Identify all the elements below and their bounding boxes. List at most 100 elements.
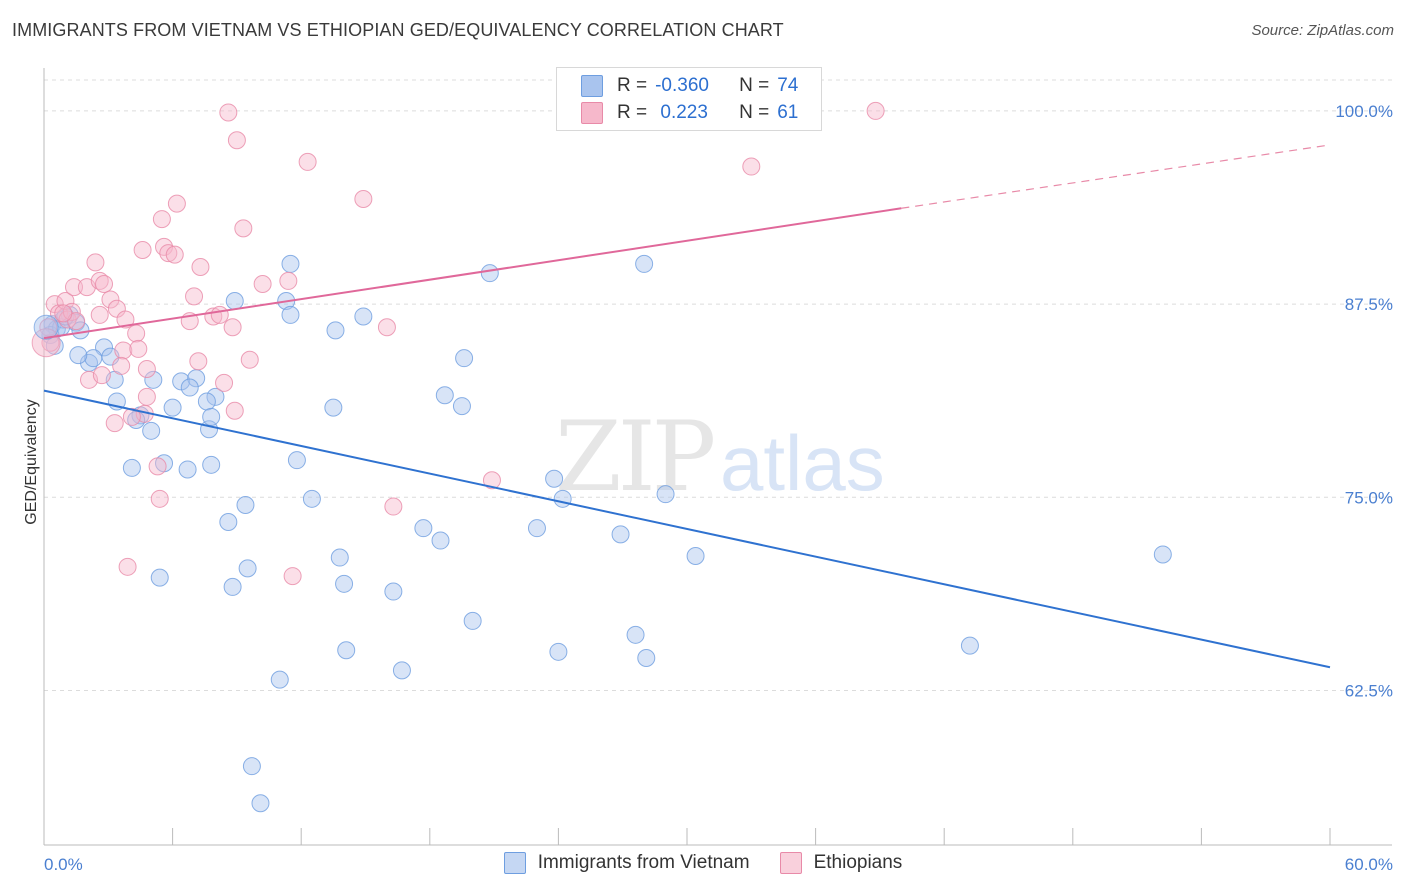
point-vietnam: [219, 513, 238, 531]
point-ethiopians: [165, 245, 184, 264]
point-ethiopians: [129, 339, 148, 358]
point-vietnam: [431, 531, 450, 550]
point-ethiopians: [191, 258, 210, 276]
point-ethiopians: [95, 275, 114, 293]
watermark: ZIP atlas: [555, 401, 885, 513]
point-ethiopians: [167, 194, 186, 213]
point-vietnam: [223, 577, 242, 596]
legend-r-label: R =: [617, 75, 648, 96]
point-ethiopians: [54, 304, 73, 323]
point-vietnam-cluster: [33, 314, 59, 340]
series-legend: Immigrants from Vietnam Ethiopians: [0, 852, 1406, 874]
point-vietnam: [686, 547, 705, 565]
point-vietnam: [238, 559, 257, 578]
point-vietnam: [236, 496, 255, 514]
y-tick-label: 87.5%: [1345, 295, 1393, 314]
point-ethiopians: [253, 275, 272, 293]
point-ethiopians: [210, 305, 229, 324]
point-vietnam: [527, 519, 546, 538]
point-ethiopians: [283, 567, 302, 586]
x-tick-label-end: 60.0%: [1345, 855, 1393, 874]
point-vietnam: [142, 421, 161, 440]
point-ethiopians: [234, 219, 253, 238]
point-vietnam: [178, 460, 197, 479]
correlation-legend: R = -0.360 N = 74 R = 0.223 N = 61: [556, 67, 822, 131]
point-ethiopians: [225, 401, 244, 420]
y-tick-label: 62.5%: [1345, 681, 1393, 700]
point-ethiopians: [114, 341, 133, 360]
y-tick-label: 100.0%: [1335, 102, 1393, 121]
legend-n-value: 74: [777, 75, 799, 96]
x-tick-label-start: 0.0%: [44, 855, 83, 874]
point-ethiopians: [92, 366, 111, 385]
point-ethiopians: [105, 414, 124, 433]
point-vietnam: [242, 757, 261, 776]
point-vietnam: [202, 407, 221, 426]
series-label-vietnam: Immigrants from Vietnam: [537, 852, 750, 873]
point-vietnam: [150, 568, 169, 587]
legend-n-label: N =: [739, 75, 770, 96]
point-vietnam: [302, 489, 321, 508]
point-vietnam: [656, 485, 675, 504]
watermark-atlas: atlas: [720, 419, 885, 507]
point-vietnam: [281, 254, 300, 273]
watermark-zip: ZIP: [555, 401, 714, 513]
point-vietnam: [225, 292, 244, 310]
point-vietnam: [202, 455, 221, 474]
point-vietnam: [330, 548, 349, 567]
point-ethiopians: [148, 457, 167, 476]
series-legend-ethiopians: Ethiopians: [779, 852, 903, 874]
gridlines: [44, 79, 1392, 691]
source-label: Source: ZipAtlas.com: [1251, 22, 1394, 39]
point-vietnam: [180, 378, 199, 397]
point-vietnam: [163, 398, 182, 417]
point-ethiopians: [742, 157, 761, 176]
point-ethiopians: [482, 471, 501, 490]
axis-labels: 62.5% 75.0% 87.5% 100.0% 0.0% 60.0% GED/Equiva…: [23, 102, 1393, 874]
point-ethiopians: [152, 210, 171, 229]
trend-line-vietnam: [43, 389, 1331, 669]
data-points: [31, 101, 1172, 813]
point-ethiopians: [279, 271, 298, 290]
point-ethiopians: [384, 497, 403, 516]
legend-row-vietnam: R = -0.360 N = 74: [581, 74, 798, 98]
point-vietnam: [463, 611, 482, 630]
point-vietnam: [122, 458, 141, 477]
point-ethiopians: [215, 373, 234, 392]
point-vietnam: [1153, 545, 1172, 564]
point-vietnam: [281, 305, 300, 324]
point-ethiopians: [86, 253, 105, 272]
point-vietnam: [144, 370, 163, 389]
point-vietnam: [206, 387, 225, 406]
y-axis-label: GED/Equivalency: [23, 399, 40, 524]
point-ethiopians: [240, 350, 259, 369]
point-vietnam: [335, 574, 354, 593]
y-tick-label: 75.0%: [1345, 488, 1393, 507]
point-vietnam: [270, 670, 289, 689]
point-vietnam: [337, 641, 356, 660]
legend-swatch-ethiopians: [581, 102, 603, 124]
trend-lines: [43, 144, 1331, 669]
point-ethiopians: [227, 131, 246, 150]
point-vietnam: [455, 349, 474, 368]
axes: [43, 68, 1392, 846]
legend-row-ethiopians: R = 0.223 N = 61: [581, 101, 798, 125]
series-label-ethiopians: Ethiopians: [813, 852, 903, 873]
point-ethiopians: [116, 310, 135, 329]
point-vietnam: [69, 346, 88, 365]
point-vietnam: [384, 582, 403, 601]
point-vietnam: [354, 307, 373, 326]
point-ethiopians: [137, 360, 156, 378]
point-ethiopians: [137, 387, 156, 406]
trend-line-ethiopians-extension: [901, 144, 1331, 209]
point-vietnam: [414, 519, 433, 538]
point-ethiopians: [133, 241, 152, 259]
point-vietnam: [452, 397, 471, 416]
point-vietnam: [626, 625, 645, 644]
point-ethiopians: [90, 305, 109, 324]
point-ethiopians: [189, 352, 208, 371]
point-ethiopians: [223, 318, 242, 337]
point-vietnam: [197, 392, 216, 411]
point-ethiopians: [122, 407, 141, 426]
